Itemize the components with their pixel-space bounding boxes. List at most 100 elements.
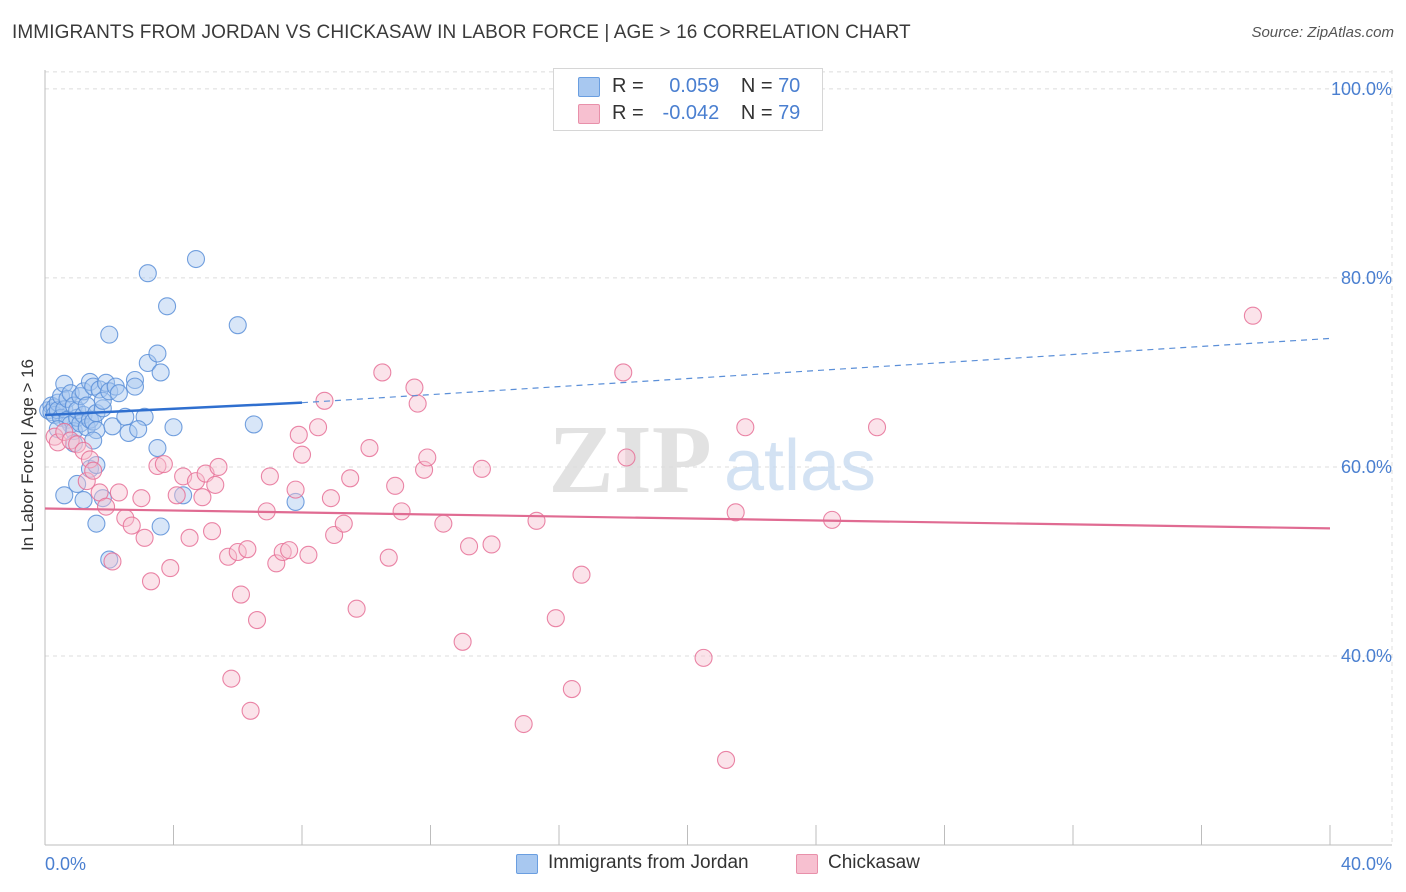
chickasaw-point (247, 611, 267, 630)
chickasaw-point (267, 554, 286, 573)
chickasaw-point (109, 483, 128, 502)
jordan-point (186, 249, 206, 269)
jordan-point (100, 325, 119, 344)
axis-layer (44, 70, 1392, 846)
chickasaw-point (360, 438, 379, 458)
chickasaw-point (186, 472, 206, 491)
chickasaw-point (193, 488, 212, 507)
chickasaw-point (459, 537, 479, 556)
chickasaw-point (321, 489, 340, 508)
chickasaw-point (289, 425, 308, 444)
jordan-point (93, 391, 112, 410)
jordan-point (151, 363, 170, 382)
chickasaw-point (418, 448, 437, 467)
chickasaw-point (572, 565, 591, 584)
legend-n-value-chickasaw: 79 (778, 102, 801, 124)
chickasaw-point (736, 418, 755, 437)
chickasaw-point (514, 714, 533, 734)
chickasaw-point (203, 522, 222, 541)
x-tick-label: 40.0% (1341, 854, 1392, 874)
chickasaw-point (292, 445, 312, 464)
jordan-point (119, 423, 138, 442)
legend-r-value-jordan: 0.059 (669, 75, 720, 97)
jordan-point (164, 418, 183, 437)
legend-swatch-chickasaw (578, 104, 600, 124)
chickasaw-point (309, 418, 328, 437)
chickasaw-point (299, 545, 318, 564)
bottom-legend-swatch-jordan (516, 854, 538, 874)
chickasaw-point (148, 456, 167, 476)
jordan-point (174, 486, 193, 505)
chickasaw-point (273, 542, 292, 562)
chickasaw-point (80, 450, 100, 469)
chickasaw-point (392, 502, 411, 521)
bottom-legend-label-chickasaw: Chickasaw (828, 852, 920, 873)
chickasaw-point (867, 418, 887, 437)
chickasaw-point (334, 514, 353, 533)
jordan-trend-extension (301, 337, 1331, 404)
chickasaw-point (238, 540, 257, 559)
tick-labels: 40.0% 60.0% 80.0% 100.0% 0.0% 40.0% (45, 79, 1392, 874)
watermark-atlas: atlas (724, 426, 876, 506)
watermark: ZIP atlas (548, 406, 876, 514)
jordan-point (129, 420, 148, 439)
jordan-point (109, 384, 128, 403)
jordan-point (55, 374, 74, 393)
jordan-point (74, 490, 93, 510)
chickasaw-point (373, 363, 392, 382)
jordan-point (286, 492, 305, 511)
legend-n-label: N = (740, 102, 773, 124)
chickasaw-point (132, 489, 151, 508)
legend-r-label: R = (612, 102, 644, 124)
chickasaw-point (716, 750, 736, 769)
watermark-zip: ZIP (548, 406, 711, 514)
chickasaw-point (180, 528, 199, 547)
bottom-legend-label-jordan: Immigrants from Jordan (548, 852, 749, 873)
chickasaw-point (167, 486, 186, 505)
chickasaw-point (546, 609, 565, 628)
chickasaw-point (68, 435, 87, 454)
chickasaw-point (614, 363, 633, 382)
chickasaw-point (286, 480, 305, 499)
chickasaw-point (694, 648, 713, 667)
jordan-point (87, 514, 106, 533)
chickasaw-point (135, 528, 154, 547)
chickasaw-point (453, 632, 472, 651)
chickasaw-point (726, 503, 745, 522)
chickasaw-point (405, 378, 424, 397)
chickasaw-trend-line (44, 507, 1331, 530)
chickasaw-point (280, 541, 299, 560)
points-layer (39, 249, 1262, 769)
chickasaw-point (154, 455, 173, 474)
chickasaw-point (77, 472, 96, 491)
source-label: Source: ZipAtlas.com (1251, 24, 1394, 41)
chickasaw-point (241, 701, 260, 720)
jordan-point (148, 438, 167, 458)
trend-layer (44, 337, 1331, 530)
grid-layer (45, 70, 1393, 845)
chickasaw-point (408, 394, 427, 413)
jordan-point (55, 486, 74, 505)
legend-swatch-jordan (578, 77, 600, 97)
chickasaw-point (260, 467, 279, 486)
legend-r-label: R = (612, 75, 644, 97)
chickasaw-point (122, 516, 141, 535)
y-tick-label: 60.0% (1341, 457, 1392, 477)
legend-n-label: N = (740, 75, 773, 97)
chickasaw-point (562, 680, 581, 699)
jordan-point (74, 382, 93, 401)
chickasaw-point (472, 459, 491, 478)
chickasaw-point (434, 514, 453, 533)
chickasaw-point (379, 548, 398, 567)
chart-title: IMMIGRANTS FROM JORDAN VS CHICKASAW IN L… (12, 22, 911, 43)
jordan-point (151, 517, 170, 536)
chickasaw-point (206, 475, 225, 494)
jordan-point (100, 550, 119, 569)
chickasaw-point (527, 511, 546, 530)
chickasaw-point (1243, 306, 1262, 325)
chickasaw-point (103, 552, 122, 571)
jordan-point (138, 353, 157, 373)
jordan-point (148, 344, 167, 363)
jordan-point (158, 297, 177, 316)
chickasaw-point (347, 599, 366, 618)
